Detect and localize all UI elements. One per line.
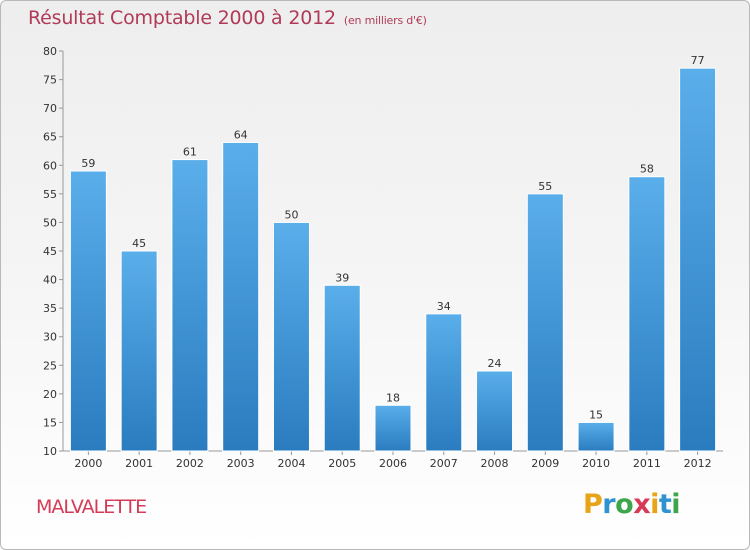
bar-value-label: 59	[81, 157, 95, 170]
bar	[120, 250, 158, 452]
y-tick-label: 15	[43, 416, 57, 429]
bar	[222, 141, 260, 452]
y-tick-label: 60	[43, 159, 57, 172]
proxiti-logo: Proxiti	[583, 489, 681, 520]
bar-value-label: 58	[640, 163, 654, 176]
x-tick-label: 2004	[277, 457, 305, 470]
logo-letter: P	[583, 489, 603, 520]
y-tick-label: 75	[43, 74, 57, 87]
logo-letter: i	[671, 489, 681, 520]
x-tick-label: 2005	[328, 457, 356, 470]
logo-letter: x	[633, 489, 651, 520]
x-tick-label: 2009	[531, 457, 559, 470]
bar	[526, 193, 564, 452]
bar	[323, 284, 361, 452]
y-tick-label: 10	[43, 445, 57, 458]
chart-title: Résultat Comptable 2000 à 2012 (en millie…	[28, 7, 427, 29]
logo-letter: i	[650, 489, 659, 520]
x-tick-label: 2006	[379, 457, 407, 470]
x-tick-label: 2003	[227, 457, 255, 470]
bar	[628, 176, 666, 452]
bar	[476, 370, 514, 452]
logo-letter: r	[602, 489, 616, 520]
y-tick-label: 50	[43, 216, 57, 229]
x-tick-label: 2007	[430, 457, 458, 470]
y-tick-label: 30	[43, 331, 57, 344]
bar-value-label: 61	[183, 146, 197, 159]
bar-value-label: 18	[386, 391, 400, 404]
logo-letter: o	[615, 489, 634, 520]
y-tick-label: 80	[43, 45, 57, 58]
bar-value-label: 50	[284, 208, 298, 221]
chart-subtitle: (en milliers d'€)	[343, 14, 427, 27]
y-tick-label: 35	[43, 302, 57, 315]
y-tick-label: 20	[43, 388, 57, 401]
x-tick-label: 2002	[176, 457, 204, 470]
bar-value-label: 39	[335, 271, 349, 284]
bar-value-label: 77	[691, 54, 705, 67]
x-tick-label: 2001	[125, 457, 153, 470]
x-tick-label: 2008	[481, 457, 509, 470]
y-tick-label: 40	[43, 274, 57, 287]
logo-letter: t	[658, 489, 672, 520]
bar-value-label: 34	[437, 300, 451, 313]
title-text: Résultat Comptable 2000 à 2012	[28, 7, 336, 29]
bar-value-label: 64	[234, 128, 248, 141]
town-name: MALVALETTE	[36, 496, 147, 518]
y-tick-label: 25	[43, 359, 57, 372]
x-tick-label: 2011	[633, 457, 661, 470]
x-tick-label: 2010	[582, 457, 610, 470]
bar-value-label: 24	[488, 357, 502, 370]
y-tick-label: 45	[43, 245, 57, 258]
bar	[679, 67, 717, 452]
y-tick-label: 70	[43, 102, 57, 115]
y-tick-label: 65	[43, 131, 57, 144]
bar-value-label: 45	[132, 237, 146, 250]
bar-value-label: 55	[538, 180, 552, 193]
x-tick-label: 2012	[684, 457, 712, 470]
bar	[577, 421, 615, 452]
bar-value-label: 15	[589, 408, 603, 421]
y-tick-label: 55	[43, 188, 57, 201]
bar	[69, 170, 107, 452]
bar	[374, 404, 412, 452]
x-tick-label: 2000	[74, 457, 102, 470]
bar	[272, 221, 310, 452]
bar	[171, 159, 209, 452]
bar	[425, 313, 463, 452]
